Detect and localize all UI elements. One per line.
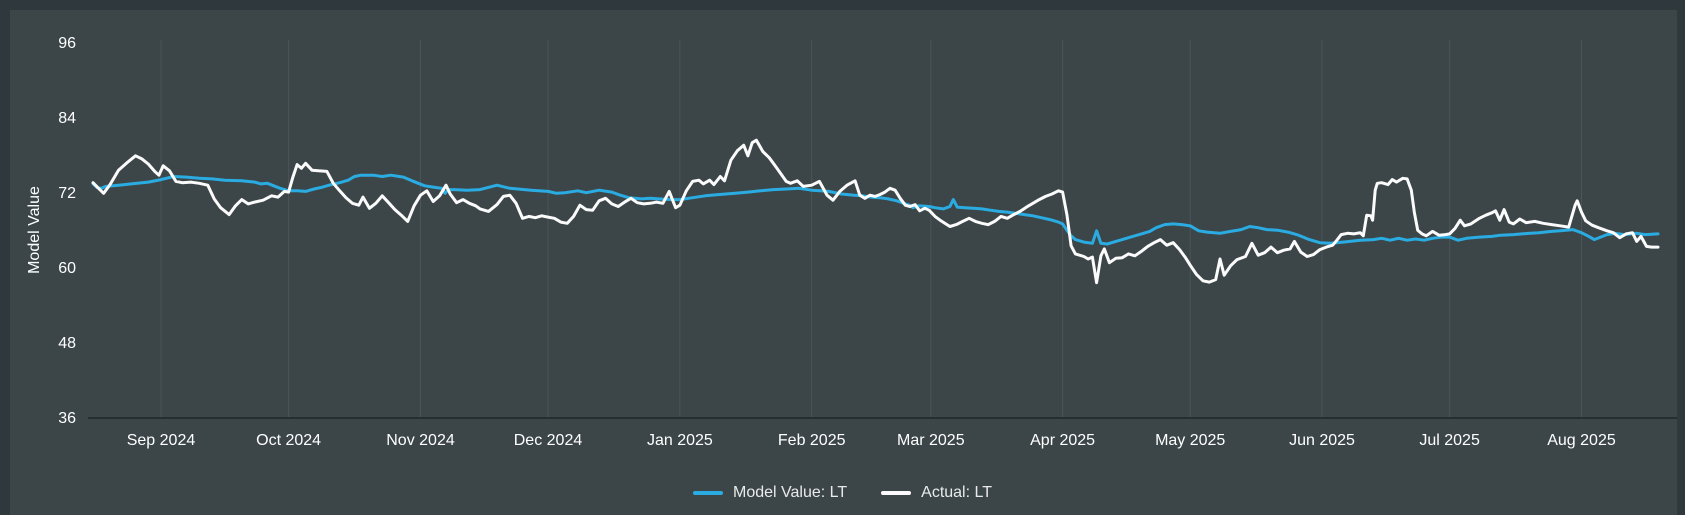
legend-swatch [881, 491, 912, 495]
legend-label: Model Value: LT [733, 484, 848, 501]
x-tick-label: Nov 2024 [386, 432, 455, 449]
legend-swatch [693, 491, 723, 495]
legend-item-model-value[interactable]: Model Value: LT [693, 483, 847, 503]
legend: Model Value: LT Actual: LT [0, 483, 1685, 503]
x-tick-label: Apr 2025 [1030, 432, 1095, 449]
x-tick-label: Dec 2024 [514, 432, 583, 449]
y-tick-label: 36 [58, 410, 76, 427]
y-axis-title: Model Value [26, 186, 43, 274]
y-tick-label: 60 [58, 260, 76, 277]
legend-label: Actual: LT [921, 484, 992, 501]
actual-line [91, 138, 1660, 285]
x-tick-label: Aug 2025 [1547, 432, 1616, 449]
plot-area[interactable] [93, 40, 1658, 418]
model-value-line [91, 173, 1660, 246]
y-tick-label: 48 [58, 335, 76, 352]
x-tick-label: Jun 2025 [1289, 432, 1355, 449]
y-tick-label: 84 [58, 110, 76, 127]
x-tick-label: Jul 2025 [1419, 432, 1480, 449]
x-tick-label: Feb 2025 [778, 432, 846, 449]
x-tick-label: Jan 2025 [647, 432, 713, 449]
x-tick-label: Oct 2024 [256, 432, 321, 449]
y-tick-label: 96 [58, 35, 76, 52]
legend-item-actual[interactable]: Actual: LT [881, 483, 992, 503]
x-tick-label: Sep 2024 [127, 432, 196, 449]
y-tick-label: 72 [58, 185, 76, 202]
x-tick-label: Mar 2025 [897, 432, 965, 449]
x-tick-label: May 2025 [1155, 432, 1225, 449]
chart-panel [10, 10, 1677, 515]
